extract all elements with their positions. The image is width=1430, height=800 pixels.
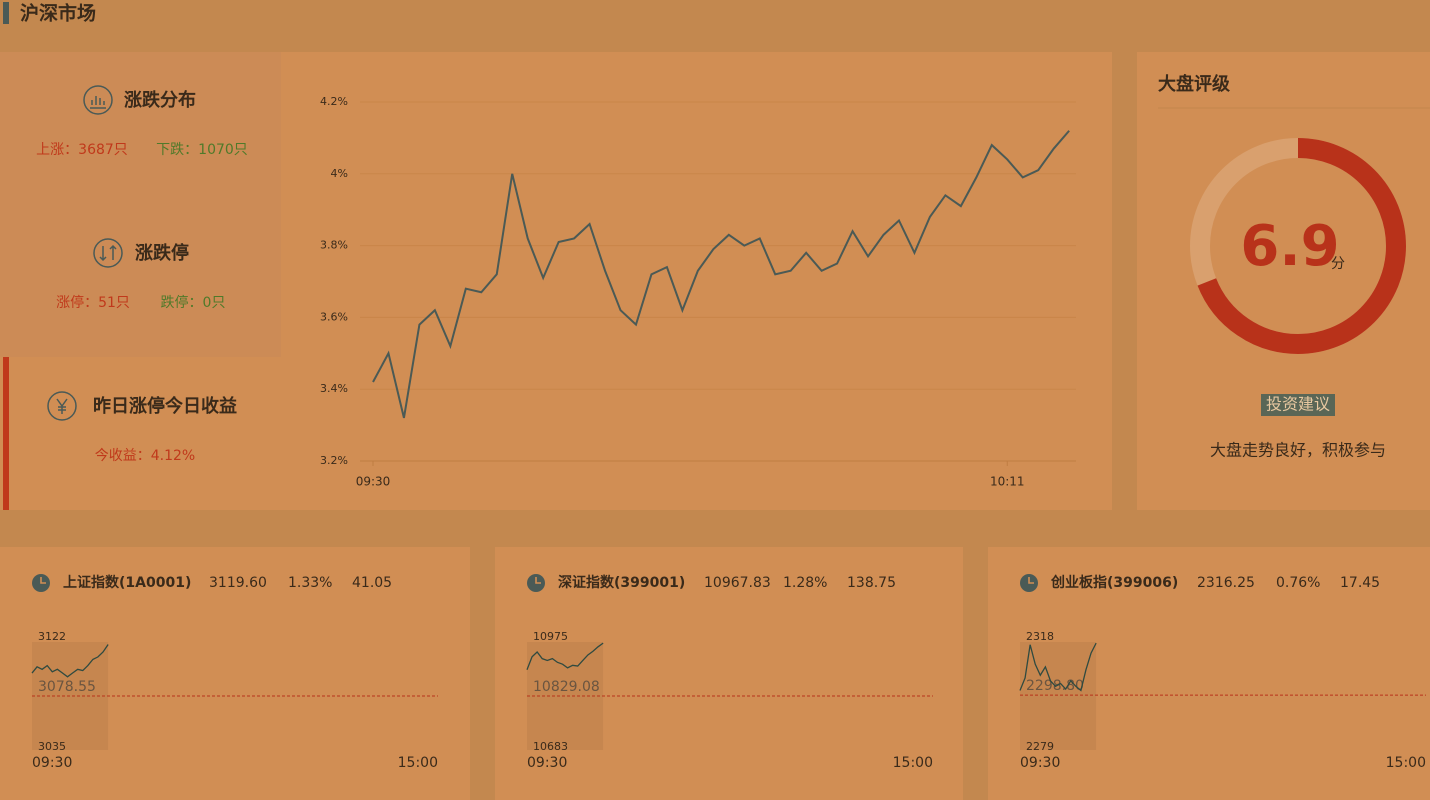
y-tick-label: 3035 — [38, 740, 66, 753]
index-info: 1.33% — [288, 575, 332, 591]
active-bar — [3, 357, 9, 510]
index-info: 138.75 — [847, 575, 896, 591]
index-info: 17.45 — [1340, 575, 1380, 591]
line — [372, 130, 1070, 419]
index-title: 创业板指(399006) — [1050, 574, 1178, 591]
y-tick-label: 4% — [331, 167, 348, 180]
index-info: 0.76% — [1276, 575, 1320, 591]
index-title: 深证指数(399001) — [558, 574, 685, 591]
index-info: 3119.60 — [209, 575, 267, 591]
y-tick-label: 3.6% — [320, 310, 348, 323]
summary-item: 跌停：0只 — [161, 294, 226, 311]
baseline-label: 10829.08 — [533, 679, 600, 695]
index-info: 41.05 — [352, 575, 392, 591]
y-tick-label: 2318 — [1026, 630, 1054, 643]
summary-item: 下跌：1070只 — [156, 142, 248, 158]
summary-title: 涨跌分布 — [124, 89, 196, 111]
y-tick-label: 4.2% — [320, 95, 348, 108]
y-tick-label: 3.8% — [320, 239, 348, 252]
y-tick-label: 2279 — [1026, 740, 1054, 753]
summary-panel — [0, 52, 281, 357]
summary-title: 昨日涨停今日收益 — [93, 395, 237, 417]
index-info: 10967.83 — [704, 575, 771, 591]
session-band — [1020, 642, 1097, 750]
y-tick-label: 10975 — [533, 630, 568, 643]
y-tick-label: 3.2% — [320, 454, 348, 467]
line — [31, 644, 109, 678]
clock-hands — [1028, 577, 1034, 584]
icon-bars — [83, 85, 113, 115]
summary-item: 上涨：3687只 — [36, 142, 128, 158]
icon-updown — [93, 238, 123, 268]
advice-badge — [1261, 394, 1335, 416]
index-title: 上证指数(1A0001) — [63, 574, 191, 591]
advice-label: 投资建议 — [1266, 395, 1330, 414]
x-tick-label: 09:30 — [1020, 755, 1060, 771]
x-tick-label: 09:30 — [527, 755, 567, 771]
rating-title: 大盘评级 — [1158, 73, 1231, 95]
y-tick-label: 3.4% — [320, 382, 348, 395]
icon-yen — [47, 391, 77, 421]
x-tick-label: 09:30 — [356, 475, 391, 489]
index-card — [495, 547, 963, 800]
page-title: 沪深市场 — [20, 2, 96, 25]
x-tick-label: 10:11 — [990, 475, 1025, 489]
gauge-value: 6.9 — [1240, 214, 1339, 279]
baseline-label: 3078.55 — [38, 679, 96, 695]
gauge-unit: 分 — [1331, 256, 1345, 272]
index-info: 2316.25 — [1197, 575, 1255, 591]
line — [526, 642, 604, 670]
index-info: 1.28% — [783, 575, 827, 591]
title-bar — [3, 2, 9, 24]
summary-item: 今收益：4.12% — [95, 448, 195, 464]
clock-hands — [40, 577, 46, 584]
summary-title: 涨跌停 — [135, 242, 189, 264]
x-tick-label: 09:30 — [32, 755, 72, 771]
x-tick-label: 15:00 — [398, 755, 438, 771]
advice-note: 大盘走势良好，积极参与 — [1210, 441, 1386, 460]
summary-item: 涨停：51只 — [56, 294, 130, 311]
line — [1019, 642, 1097, 692]
x-tick-label: 15:00 — [893, 755, 933, 771]
index-card — [988, 547, 1430, 800]
y-tick-label: 3122 — [38, 630, 66, 643]
clock-hands — [535, 577, 541, 584]
gauge-arc — [1190, 138, 1406, 354]
index-card — [0, 547, 470, 800]
y-tick-label: 10683 — [533, 740, 568, 753]
x-tick-label: 15:00 — [1386, 755, 1426, 771]
